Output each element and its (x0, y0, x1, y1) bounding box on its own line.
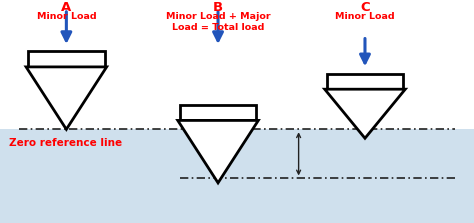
Text: A: A (61, 1, 72, 14)
Text: C: C (360, 1, 370, 14)
Text: B: B (213, 1, 223, 14)
Text: Minor Load: Minor Load (335, 12, 395, 21)
Text: Minor Load + Major
Load = Total load: Minor Load + Major Load = Total load (166, 12, 270, 32)
Text: Zero reference line: Zero reference line (9, 138, 123, 148)
Bar (0, 129, 474, 223)
Bar (180, 105, 256, 120)
Polygon shape (178, 120, 258, 183)
Polygon shape (26, 67, 107, 129)
Bar (28, 51, 105, 67)
Text: Minor Load: Minor Load (36, 12, 96, 21)
Bar (327, 74, 403, 89)
Polygon shape (325, 89, 405, 138)
